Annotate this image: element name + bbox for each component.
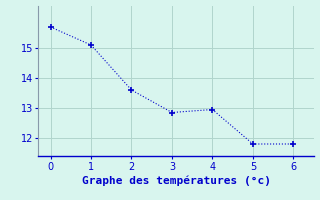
X-axis label: Graphe des températures (°c): Graphe des températures (°c) <box>82 176 270 186</box>
